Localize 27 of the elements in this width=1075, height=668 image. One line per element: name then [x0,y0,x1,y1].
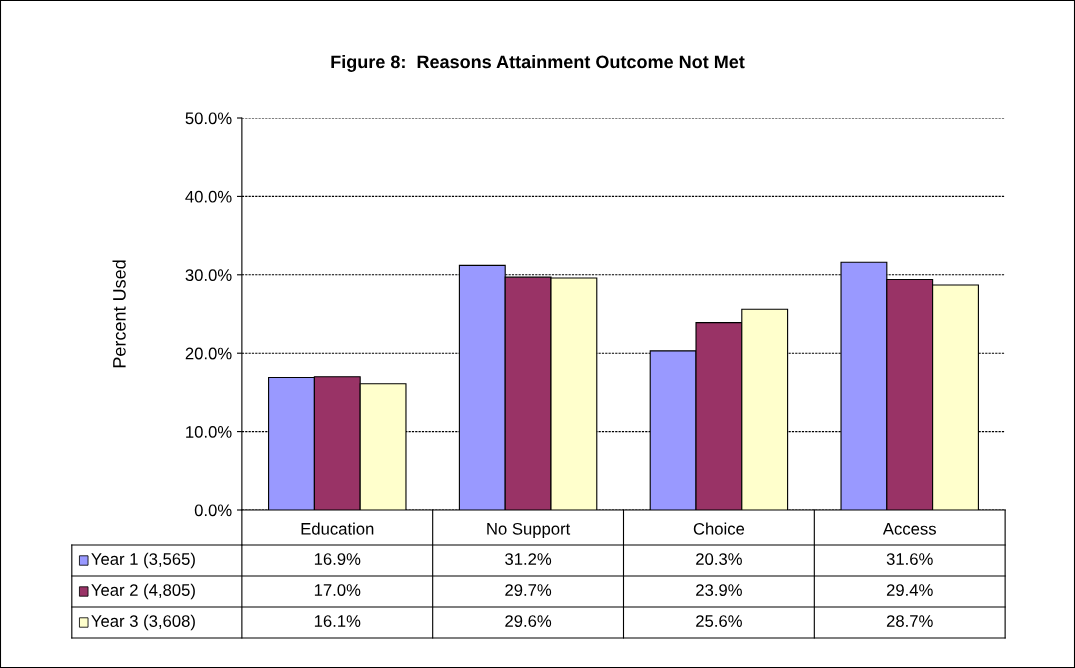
data-label: 25.6% [696,615,742,627]
data-label: 29.4% [886,584,933,596]
data-label: 16.1% [314,615,361,627]
data-label: 20.3% [696,553,742,565]
y-tick-label: 40.0% [185,190,232,203]
y-axis-title: Percent Used [112,260,126,368]
y-tick-label: 0.0% [194,504,232,517]
x-tick-label: Choice [693,522,745,535]
data-label: 17.0% [314,584,361,596]
x-tick-label: Education [301,522,374,535]
y-tick-label: 10.0% [186,426,232,438]
x-tick-label: No Support [487,522,571,539]
y-tick-label: 30.0% [185,269,232,281]
legend-label: Year 2 (4,805) [91,583,195,600]
chart-title: Figure 8: Reasons Attainment Outcome Not Met [331,55,745,72]
y-tick-label: 50.0% [185,112,232,125]
data-label: 28.7% [886,615,933,627]
data-label: 31.2% [505,553,552,565]
data-label: 29.7% [505,584,552,596]
legend-label: Year 1 (3,565) [91,552,195,569]
y-tick-label: 20.0% [185,347,232,360]
x-tick-label: Access [882,523,936,535]
data-label: 23.9% [696,584,742,596]
data-label: 16.9% [314,553,361,565]
data-label: 31.6% [886,553,933,565]
data-label: 29.6% [505,615,552,627]
legend-label: Year 3 (3,608) [91,614,195,631]
